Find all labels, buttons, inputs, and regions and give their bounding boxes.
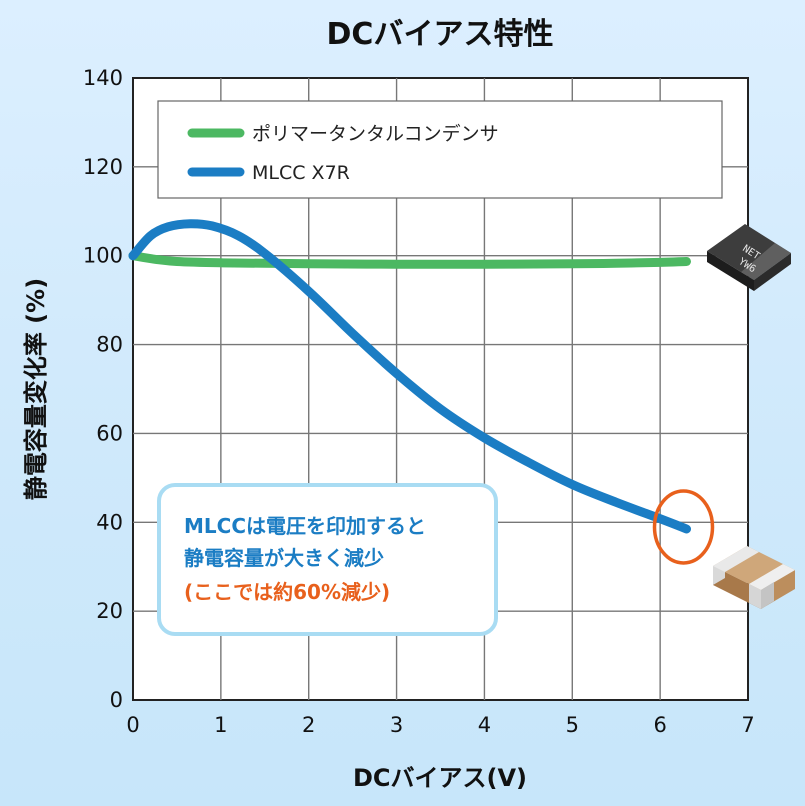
y-axis-ticks: 0 20 40 60 80 100 120 140: [83, 66, 123, 712]
y-tick-label: 0: [110, 688, 123, 712]
chart-title: DCバイアス特性: [327, 17, 554, 52]
legend-label-mlcc: MLCC X7R: [252, 162, 350, 184]
annotation-line-2: 静電容量が大きく減少: [184, 546, 384, 570]
x-tick-label: 3: [390, 713, 403, 737]
y-tick-label: 20: [96, 599, 123, 623]
annotation-line-3: (ここでは約60%減少): [184, 580, 390, 604]
x-tick-label: 1: [214, 713, 227, 737]
y-tick-label: 120: [83, 155, 123, 179]
y-tick-label: 80: [96, 333, 123, 357]
x-tick-label: 0: [126, 713, 139, 737]
x-tick-label: 5: [566, 713, 579, 737]
highlight-circle: [652, 489, 715, 565]
y-tick-label: 140: [83, 66, 123, 90]
y-tick-label: 100: [83, 244, 123, 268]
series-line-polymer-tantalum: [128, 251, 691, 269]
y-tick-label: 60: [96, 421, 123, 445]
annotation-box: MLCCは電圧を印加すると 静電容量が大きく減少 (ここでは約60%減少): [157, 483, 498, 636]
x-axis-ticks: 0 1 2 3 4 5 6 7: [126, 713, 754, 737]
y-tick-label: 40: [96, 510, 123, 534]
x-tick-label: 7: [741, 713, 754, 737]
x-tick-label: 2: [302, 713, 315, 737]
legend-box: [157, 100, 723, 199]
series-line-mlcc: [128, 219, 691, 534]
tantalum-capacitor-chip-icon: NET YW6: [707, 224, 791, 291]
x-axis-label: DCバイアス(V): [353, 764, 527, 792]
annotation-line-1: MLCCは電圧を印加すると: [184, 514, 426, 538]
x-tick-label: 4: [478, 713, 491, 737]
annotation-frame: [157, 483, 498, 636]
y-axis-label: 静電容量変化率 (%): [22, 278, 50, 500]
mlcc-chip-icon: [713, 546, 795, 609]
legend: ポリマータンタルコンデンサ MLCC X7R: [157, 100, 723, 199]
x-tick-label: 6: [653, 713, 666, 737]
legend-label-polymer-tantalum: ポリマータンタルコンデンサ: [252, 123, 499, 145]
